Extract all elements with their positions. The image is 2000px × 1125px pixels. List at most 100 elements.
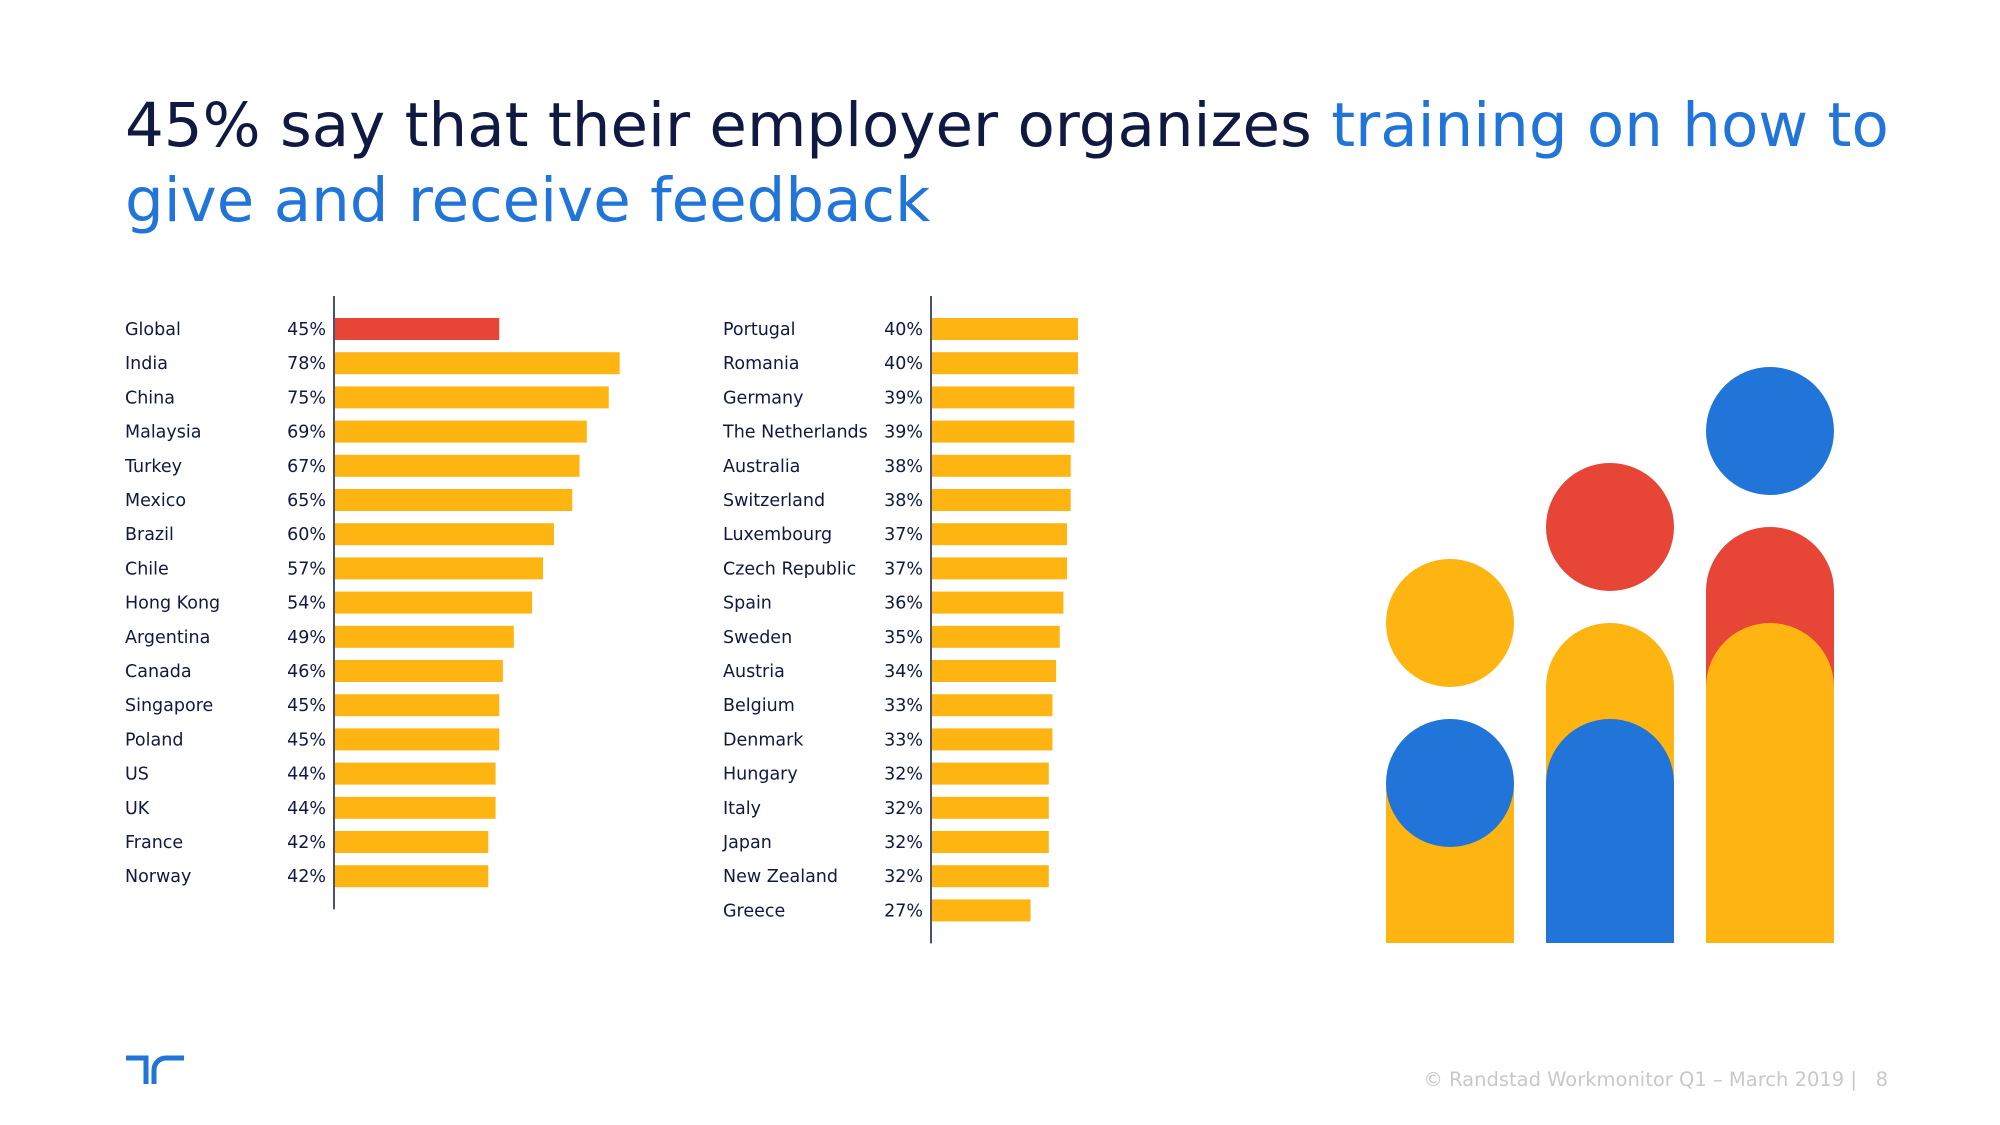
category-label: China [125,388,175,408]
value-label: 34% [884,662,923,682]
category-label: Singapore [125,696,213,716]
bar [932,899,1031,922]
value-label: 75% [287,388,326,408]
value-label: 38% [884,491,923,511]
category-label: The Netherlands [722,423,868,443]
bar [932,694,1053,717]
category-label: Poland [125,730,183,750]
footer-source: © Randstad Workmonitor Q1 – March 2019 | [1423,1068,1857,1091]
category-label: Brazil [125,525,174,545]
value-label: 60% [287,525,326,545]
value-label: 78% [287,354,326,374]
bar [932,831,1049,853]
person-middle-red-head [1546,463,1674,591]
category-label: Sweden [723,628,792,648]
bar-highlight [335,318,500,340]
category-label: Australia [723,457,800,477]
value-label: 37% [884,525,923,545]
value-label: 32% [884,833,923,853]
bar [335,660,503,682]
value-label: 36% [884,594,923,614]
bar [932,352,1078,375]
value-label: 69% [287,423,326,443]
category-label: Denmark [723,730,804,750]
category-label: Turkey [124,457,182,477]
value-label: 27% [884,901,923,921]
category-label: Portugal [723,320,795,340]
bar [335,523,554,546]
category-label: Argentina [125,628,210,648]
bar [932,728,1053,751]
person-left-yellow-head [1386,559,1514,687]
category-label: Canada [125,662,192,682]
category-label: Germany [723,388,803,408]
bar [932,557,1068,580]
value-label: 46% [287,662,326,682]
value-label: 54% [287,594,326,614]
title-part-1: 45% say that their employer organizes [125,90,1332,161]
bar [932,386,1075,409]
category-label: Norway [125,867,191,887]
category-label: New Zealand [723,867,838,887]
category-label: Luxembourg [723,525,832,545]
bar [932,660,1057,682]
bar [932,865,1049,888]
value-label: 44% [287,799,326,819]
category-label: Spain [723,594,772,614]
value-label: 67% [287,457,326,477]
category-label: Belgium [723,696,795,716]
person-right-blue-head [1706,367,1834,495]
bar [932,625,1060,648]
title-part-2-highlight: training on how to give and receive feed… [125,90,1889,236]
bar [335,796,496,819]
category-label: Global [125,320,181,340]
value-label: 42% [287,867,326,887]
bar [335,489,573,511]
slide-title: 45% say that their employer organizes tr… [125,88,1925,238]
category-label: Hungary [723,765,798,785]
value-label: 35% [884,628,923,648]
bar [335,625,514,648]
value-label: 33% [884,696,923,716]
value-label: 65% [287,491,326,511]
category-label: Malaysia [125,423,201,443]
page-number: 8 [1875,1068,1888,1091]
value-label: 45% [287,730,326,750]
category-label: Italy [723,799,761,819]
person-middle-blue-body [1546,719,1674,943]
category-label: Greece [723,901,785,921]
value-label: 45% [287,696,326,716]
randstad-logo-icon [126,1055,184,1084]
bar [335,454,580,477]
bar [932,591,1064,614]
bar [335,762,496,785]
bar [932,454,1071,477]
value-label: 33% [884,730,923,750]
value-label: 45% [287,320,326,340]
value-label: 32% [884,867,923,887]
value-label: 40% [884,320,923,340]
bar [335,352,620,375]
bar [932,762,1049,785]
value-label: 49% [287,628,326,648]
value-label: 57% [287,559,326,579]
category-label: Switzerland [723,491,825,511]
person-right-yellow-body [1706,623,1834,943]
bar [335,865,489,888]
footer: © Randstad Workmonitor Q1 – March 2019 |… [1423,1068,1888,1091]
category-label: Czech Republic [723,559,856,579]
bar [932,318,1078,340]
bar [335,694,500,717]
category-label: Austria [723,662,785,682]
category-label: UK [125,799,150,819]
value-label: 44% [287,765,326,785]
bar [335,591,533,614]
bar [932,796,1049,819]
bar [335,728,500,751]
category-label: Chile [125,559,169,579]
bar [932,523,1068,546]
category-label: Hong Kong [125,594,220,614]
